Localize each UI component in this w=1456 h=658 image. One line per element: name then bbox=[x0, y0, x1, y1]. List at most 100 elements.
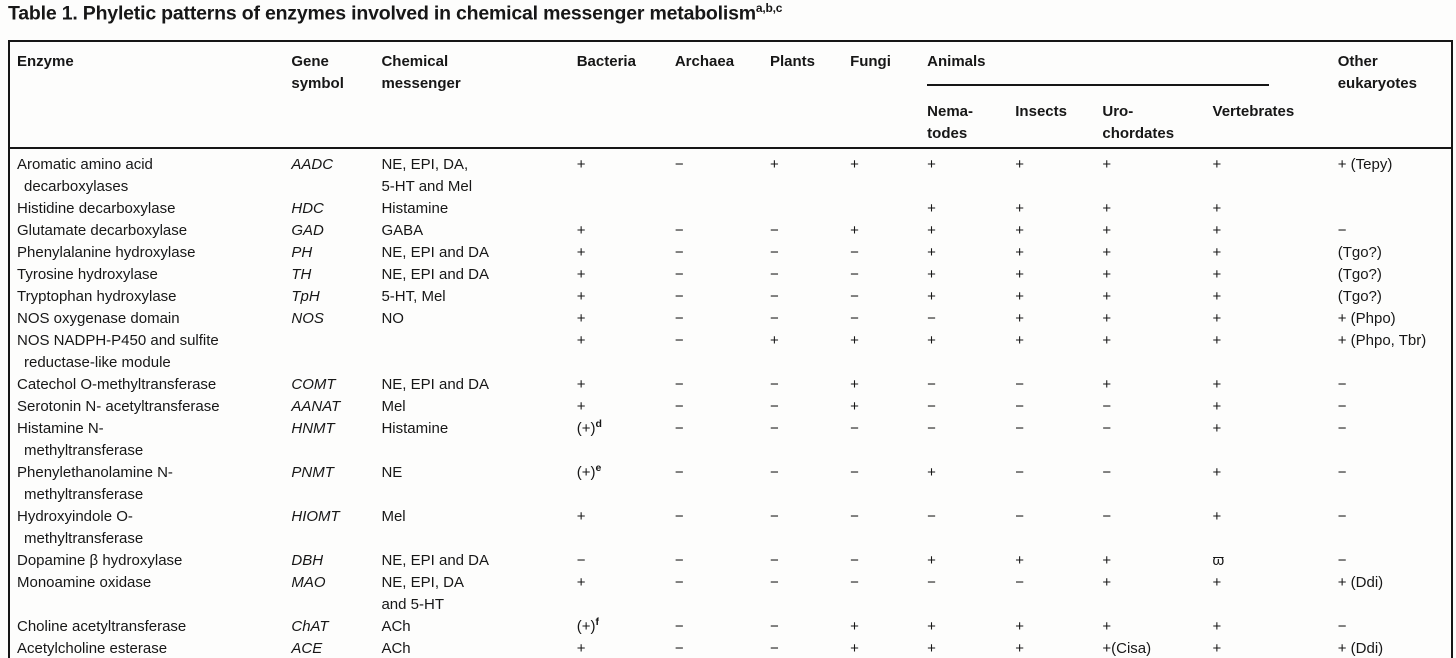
presence-value-cell: + bbox=[1212, 244, 1222, 261]
col-header-plants: Plants bbox=[769, 53, 815, 70]
table-row: Choline acetyltransferase ChAT ACh (+)f − − + +… bbox=[9, 616, 1452, 638]
chemical-messenger-cell: GABA bbox=[381, 222, 424, 239]
presence-value-cell: + bbox=[927, 618, 936, 635]
presence-value-cell: − bbox=[674, 244, 684, 261]
presence-value-cell: − bbox=[850, 464, 859, 481]
enzyme-cell: NOS NADPH-P450 and sulfite reductase-like… bbox=[17, 332, 219, 371]
presence-value-cell: − bbox=[674, 618, 684, 635]
table-row: NOS oxygenase domain NOS NO + − − − − + + + + (Phpo… bbox=[9, 308, 1452, 330]
presence-value-cell: + bbox=[1212, 640, 1222, 657]
enzyme-cell: Tryptophan hydroxylase bbox=[17, 288, 177, 305]
col-header-archaea: Archaea bbox=[674, 53, 735, 70]
presence-value-cell: − bbox=[769, 618, 779, 635]
presence-value-cell: − bbox=[1337, 376, 1347, 393]
presence-value-cell bbox=[668, 198, 763, 220]
gene-symbol-cell: AADC bbox=[284, 147, 375, 198]
presence-value-cell: + bbox=[927, 288, 936, 305]
presence-value-cell: +(Cisa) bbox=[1102, 640, 1152, 657]
table-title-footnote-marks: a,b,c bbox=[755, 1, 783, 15]
presence-value-cell: − bbox=[850, 420, 859, 437]
gene-symbol-cell: ACE bbox=[291, 640, 323, 657]
enzyme-cell: Histidine decarboxylase bbox=[17, 200, 176, 217]
presence-value-cell: (Tgo?) bbox=[1337, 244, 1382, 261]
table-title-text: Table 1. Phyletic patterns of enzymes in… bbox=[8, 2, 756, 25]
presence-value-cell: − bbox=[769, 574, 779, 591]
presence-value-cell: + bbox=[927, 464, 936, 481]
presence-value-cell: − bbox=[927, 310, 936, 327]
presence-value-cell: + bbox=[1102, 574, 1112, 591]
presence-value-cell: + bbox=[1015, 266, 1025, 283]
gene-symbol-cell: HDC bbox=[291, 200, 324, 217]
gene-symbol-cell: COMT bbox=[291, 376, 336, 393]
enzyme-cell: Catechol O-methyltransferase bbox=[17, 376, 217, 393]
col-header-fungi: Fungi bbox=[850, 53, 891, 70]
gene-symbol-cell: DBH bbox=[291, 552, 324, 569]
enzyme-cell: Aromatic amino acid decarboxylases bbox=[9, 147, 285, 198]
presence-value-cell: + bbox=[569, 147, 668, 198]
presence-value-cell: − bbox=[927, 574, 936, 591]
presence-value-cell: + bbox=[1212, 200, 1222, 217]
presence-value-cell: − bbox=[769, 552, 779, 569]
presence-value-cell: (+)f bbox=[576, 616, 599, 635]
presence-value-cell: − bbox=[1015, 508, 1025, 525]
presence-value-cell: + bbox=[1015, 288, 1025, 305]
presence-value-cell: − bbox=[850, 288, 859, 305]
presence-value-cell: − bbox=[769, 222, 779, 239]
presence-value-cell: − bbox=[576, 552, 586, 569]
presence-value-cell: + bbox=[1212, 574, 1222, 591]
presence-value-cell: + (Tepy) bbox=[1330, 147, 1452, 198]
gene-symbol-cell: GAD bbox=[291, 222, 324, 239]
presence-value-cell: + bbox=[1015, 310, 1025, 327]
gene-symbol-cell: HNMT bbox=[291, 420, 335, 437]
chemical-messenger-cell: Histamine bbox=[381, 200, 449, 217]
presence-value-cell: − bbox=[674, 310, 684, 327]
col-header-enzyme: Enzyme bbox=[17, 53, 74, 70]
presence-value-cell bbox=[570, 198, 668, 220]
presence-value-cell: − bbox=[769, 310, 779, 327]
presence-value-cell bbox=[763, 198, 843, 220]
chemical-messenger-cell: NE, EPI, DA, 5-HT and Mel bbox=[374, 147, 570, 198]
col-header-gene-symbol: Gene symbol bbox=[291, 53, 344, 92]
presence-value-cell: + bbox=[927, 222, 936, 239]
col-header-nematodes: Nema- todes bbox=[927, 103, 974, 142]
table-row: Histidine decarboxylase HDC Histamine + + + + bbox=[9, 198, 1452, 220]
enzyme-cell: Monoamine oxidase bbox=[17, 574, 152, 591]
presence-value-cell: + bbox=[576, 244, 586, 261]
presence-value-cell: + bbox=[927, 266, 936, 283]
presence-value-cell: + (Phpo, Tbr) bbox=[1337, 332, 1427, 349]
presence-value-cell: (+)e bbox=[576, 462, 602, 481]
col-header-urochordates: Uro- chordates bbox=[1102, 103, 1175, 142]
presence-value-cell: − bbox=[769, 420, 779, 437]
gene-symbol-cell: PH bbox=[291, 244, 313, 261]
presence-value-cell: + bbox=[1212, 508, 1222, 525]
presence-value-cell: + bbox=[576, 508, 586, 525]
presence-value-cell: + bbox=[1212, 398, 1222, 415]
presence-value-cell: + (Ddi) bbox=[1337, 574, 1384, 591]
gene-symbol-cell: TpH bbox=[291, 288, 320, 305]
presence-value-cell: + bbox=[1102, 200, 1112, 217]
presence-value-cell: − bbox=[769, 376, 779, 393]
col-header-chemical-messenger: Chemical messenger bbox=[381, 53, 461, 92]
presence-value-cell bbox=[843, 198, 920, 220]
presence-value-cell: + bbox=[1015, 244, 1025, 261]
presence-value-cell: − bbox=[674, 398, 684, 415]
presence-value-cell: + bbox=[1102, 288, 1112, 305]
presence-value-cell: − bbox=[1337, 398, 1347, 415]
presence-value-cell: − bbox=[850, 266, 859, 283]
presence-value-cell: − bbox=[674, 508, 684, 525]
presence-value-cell: − bbox=[674, 288, 684, 305]
presence-value-cell: + bbox=[1212, 618, 1222, 635]
presence-value-cell: − bbox=[674, 266, 684, 283]
presence-value-cell: − bbox=[1102, 398, 1112, 415]
table-row: Histamine N-methyltransferase HNMT Histami… bbox=[9, 418, 1452, 462]
presence-value-cell: − bbox=[1102, 464, 1112, 481]
presence-value-cell: + bbox=[927, 552, 936, 569]
table-row: Monoamine oxidase MAO NE, EPI, DA and 5-HT +… bbox=[9, 572, 1452, 616]
presence-value-cell: − bbox=[769, 398, 779, 415]
presence-value-cell: + bbox=[1212, 266, 1222, 283]
presence-value-cell: − bbox=[674, 640, 684, 657]
gene-symbol-cell: TH bbox=[291, 266, 312, 283]
presence-value-cell: + bbox=[576, 640, 586, 657]
presence-value-cell: − bbox=[674, 332, 684, 349]
presence-value-cell: + bbox=[1008, 147, 1096, 198]
